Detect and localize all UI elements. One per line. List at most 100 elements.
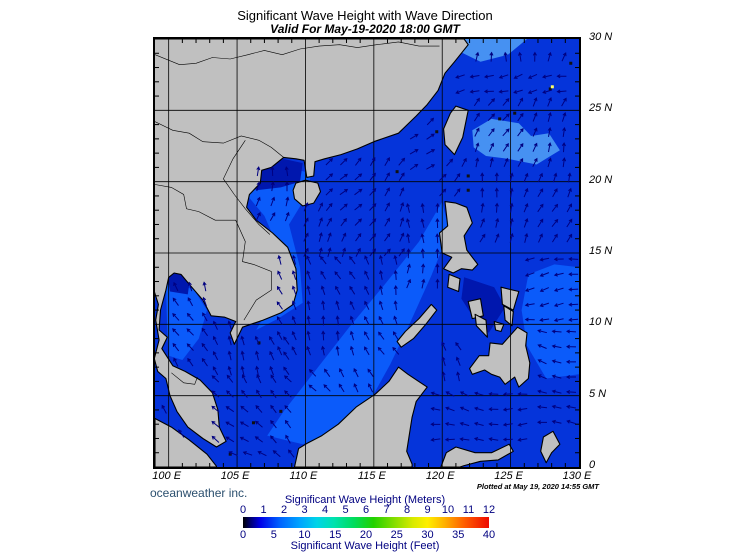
wave-arrow (187, 281, 193, 292)
wave-arrow (494, 202, 499, 213)
meters-tick-label: 10 (441, 504, 455, 516)
wave-arrow (480, 187, 485, 198)
wave-arrow (488, 391, 499, 397)
lon-tick-label: 120 E (425, 470, 455, 482)
land-borneo (293, 366, 428, 468)
wave-arrow (201, 357, 208, 367)
wave-arrow (567, 172, 572, 183)
wave-arrow (553, 287, 564, 292)
wave-arrow (284, 390, 292, 398)
meters-tick-label: 7 (383, 504, 390, 516)
lon-tick-label: 125 E (494, 470, 523, 482)
land-sulawesi (440, 443, 514, 468)
wave-zone-central-scs-swath (267, 201, 450, 445)
lat-tick-label: 20 N (589, 173, 613, 186)
wave-arrow (202, 296, 207, 307)
wave-arrow (503, 157, 509, 167)
meters-tick-label: 9 (424, 504, 431, 516)
wave-arrow (547, 126, 552, 137)
wave-arrow (270, 374, 277, 383)
wave-arrow (270, 181, 275, 192)
wave-arrow (409, 133, 419, 140)
wave-arrow (568, 257, 579, 262)
wave-arrow (339, 173, 349, 181)
border-vietnam-laos-border (223, 140, 271, 235)
wave-arrow (276, 301, 283, 310)
wave-arrow (446, 158, 454, 167)
meters-tick-label: 1 (260, 504, 267, 516)
wave-arrow (547, 157, 552, 168)
wave-arrow (291, 330, 297, 341)
wave-arrow (565, 389, 577, 395)
wave-arrow (269, 212, 276, 222)
wave-arrow (551, 404, 562, 409)
wave-arrow (369, 218, 377, 227)
lat-tick-label: 15 N (589, 245, 613, 257)
wave-arrow (566, 203, 572, 213)
wave-arrow (517, 97, 524, 107)
wave-arrow (270, 165, 275, 177)
wave-arrow (349, 300, 355, 310)
wave-arrow (325, 202, 333, 212)
wave-arrow (355, 157, 362, 166)
wave-arrow (532, 112, 538, 122)
wave-arrow (291, 346, 297, 356)
wave-arrow (284, 405, 292, 413)
islet-penghu (435, 130, 439, 134)
wave-arrow (325, 173, 334, 181)
branding-text: oceanweather inc. (150, 486, 248, 500)
wave-arrow (489, 51, 494, 62)
wave-arrow (340, 218, 347, 227)
wave-map (153, 38, 579, 468)
wave-arrow (566, 374, 576, 380)
wave-arrow (445, 391, 455, 397)
wave-arrow (517, 422, 528, 427)
wave-arrow (255, 212, 261, 222)
wave-arrow (369, 187, 377, 196)
wave-arrow (539, 317, 550, 322)
wave-arrow (524, 272, 535, 277)
land-palawan (396, 303, 438, 348)
wave-arrow (441, 356, 446, 367)
wave-arrow (335, 345, 340, 356)
wave-arrow (325, 188, 333, 196)
wave-arrow (517, 127, 524, 137)
wave-arrow (173, 357, 179, 367)
wave-arrow (178, 429, 185, 438)
wave-arrow (335, 285, 341, 295)
wave-arrow (283, 366, 290, 375)
wave-arrow (494, 187, 499, 198)
wave-arrow (364, 285, 370, 295)
wave-arrow (226, 390, 234, 398)
wave-arrow (444, 437, 455, 442)
wave-arrow (524, 317, 535, 322)
wave-arrow (384, 232, 391, 242)
valid-time-subtitle: Valid For May-19-2020 18:00 GMT (270, 22, 460, 36)
wave-arrow (551, 329, 562, 334)
wave-arrow (256, 181, 261, 192)
wave-arrow (551, 359, 562, 364)
wave-arrow (364, 331, 370, 341)
wave-arrow (553, 172, 558, 183)
wave-arrow (211, 405, 220, 413)
wave-arrow (488, 142, 494, 152)
wave-arrow (547, 51, 552, 62)
wave-arrow (551, 374, 562, 379)
islet-babuyan (466, 188, 470, 192)
wave-arrow (538, 233, 543, 243)
wave-arrow (498, 74, 509, 79)
wave-arrow (276, 316, 283, 325)
wave-arrow (270, 435, 277, 444)
land-halmahera (540, 430, 561, 464)
wave-arrow (524, 257, 535, 262)
wave-arrow (561, 97, 567, 107)
wave-arrow (473, 97, 480, 107)
wave-arrow (369, 233, 377, 242)
border-china-south-border (154, 121, 284, 158)
map-area (153, 37, 581, 469)
meters-tick-label: 11 (462, 504, 475, 516)
wave-arrow (212, 366, 219, 376)
wave-arrow (473, 421, 484, 426)
wave-arrow (547, 112, 552, 122)
wave-arrow (325, 158, 334, 166)
